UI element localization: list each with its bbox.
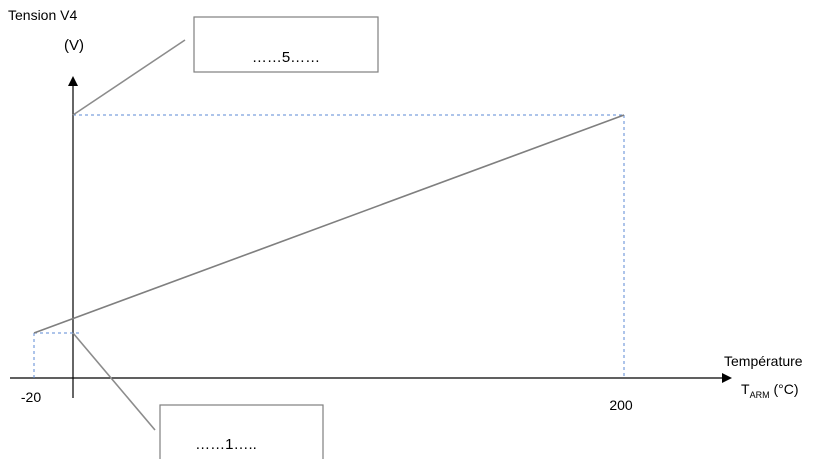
y-axis-label-line2: (V): [64, 37, 84, 54]
x-tick-label-max: 200: [609, 397, 633, 413]
callout-leader-bottom: [72, 332, 156, 431]
callout-box-top-label: ……5……: [252, 49, 320, 66]
series-line: [33, 114, 625, 334]
callout-box-top: [193, 16, 379, 73]
x-axis-symbol-subscript: ARM: [750, 390, 770, 400]
guide-lines: [33, 114, 625, 378]
x-tick-label-min: -20: [21, 389, 41, 405]
x-axis-symbol: TARM (°C): [741, 381, 799, 400]
y-axis-label-line1: Tension V4: [8, 7, 77, 23]
callout-leader-top: [72, 39, 186, 116]
callout-box-bottom: [159, 404, 324, 459]
x-axis-symbol-unit: (°C): [770, 381, 799, 397]
x-axis-label: Température: [724, 353, 803, 369]
x-axis-symbol-main: T: [741, 381, 750, 397]
callout-box-bottom-label: ……1…..: [195, 436, 257, 453]
